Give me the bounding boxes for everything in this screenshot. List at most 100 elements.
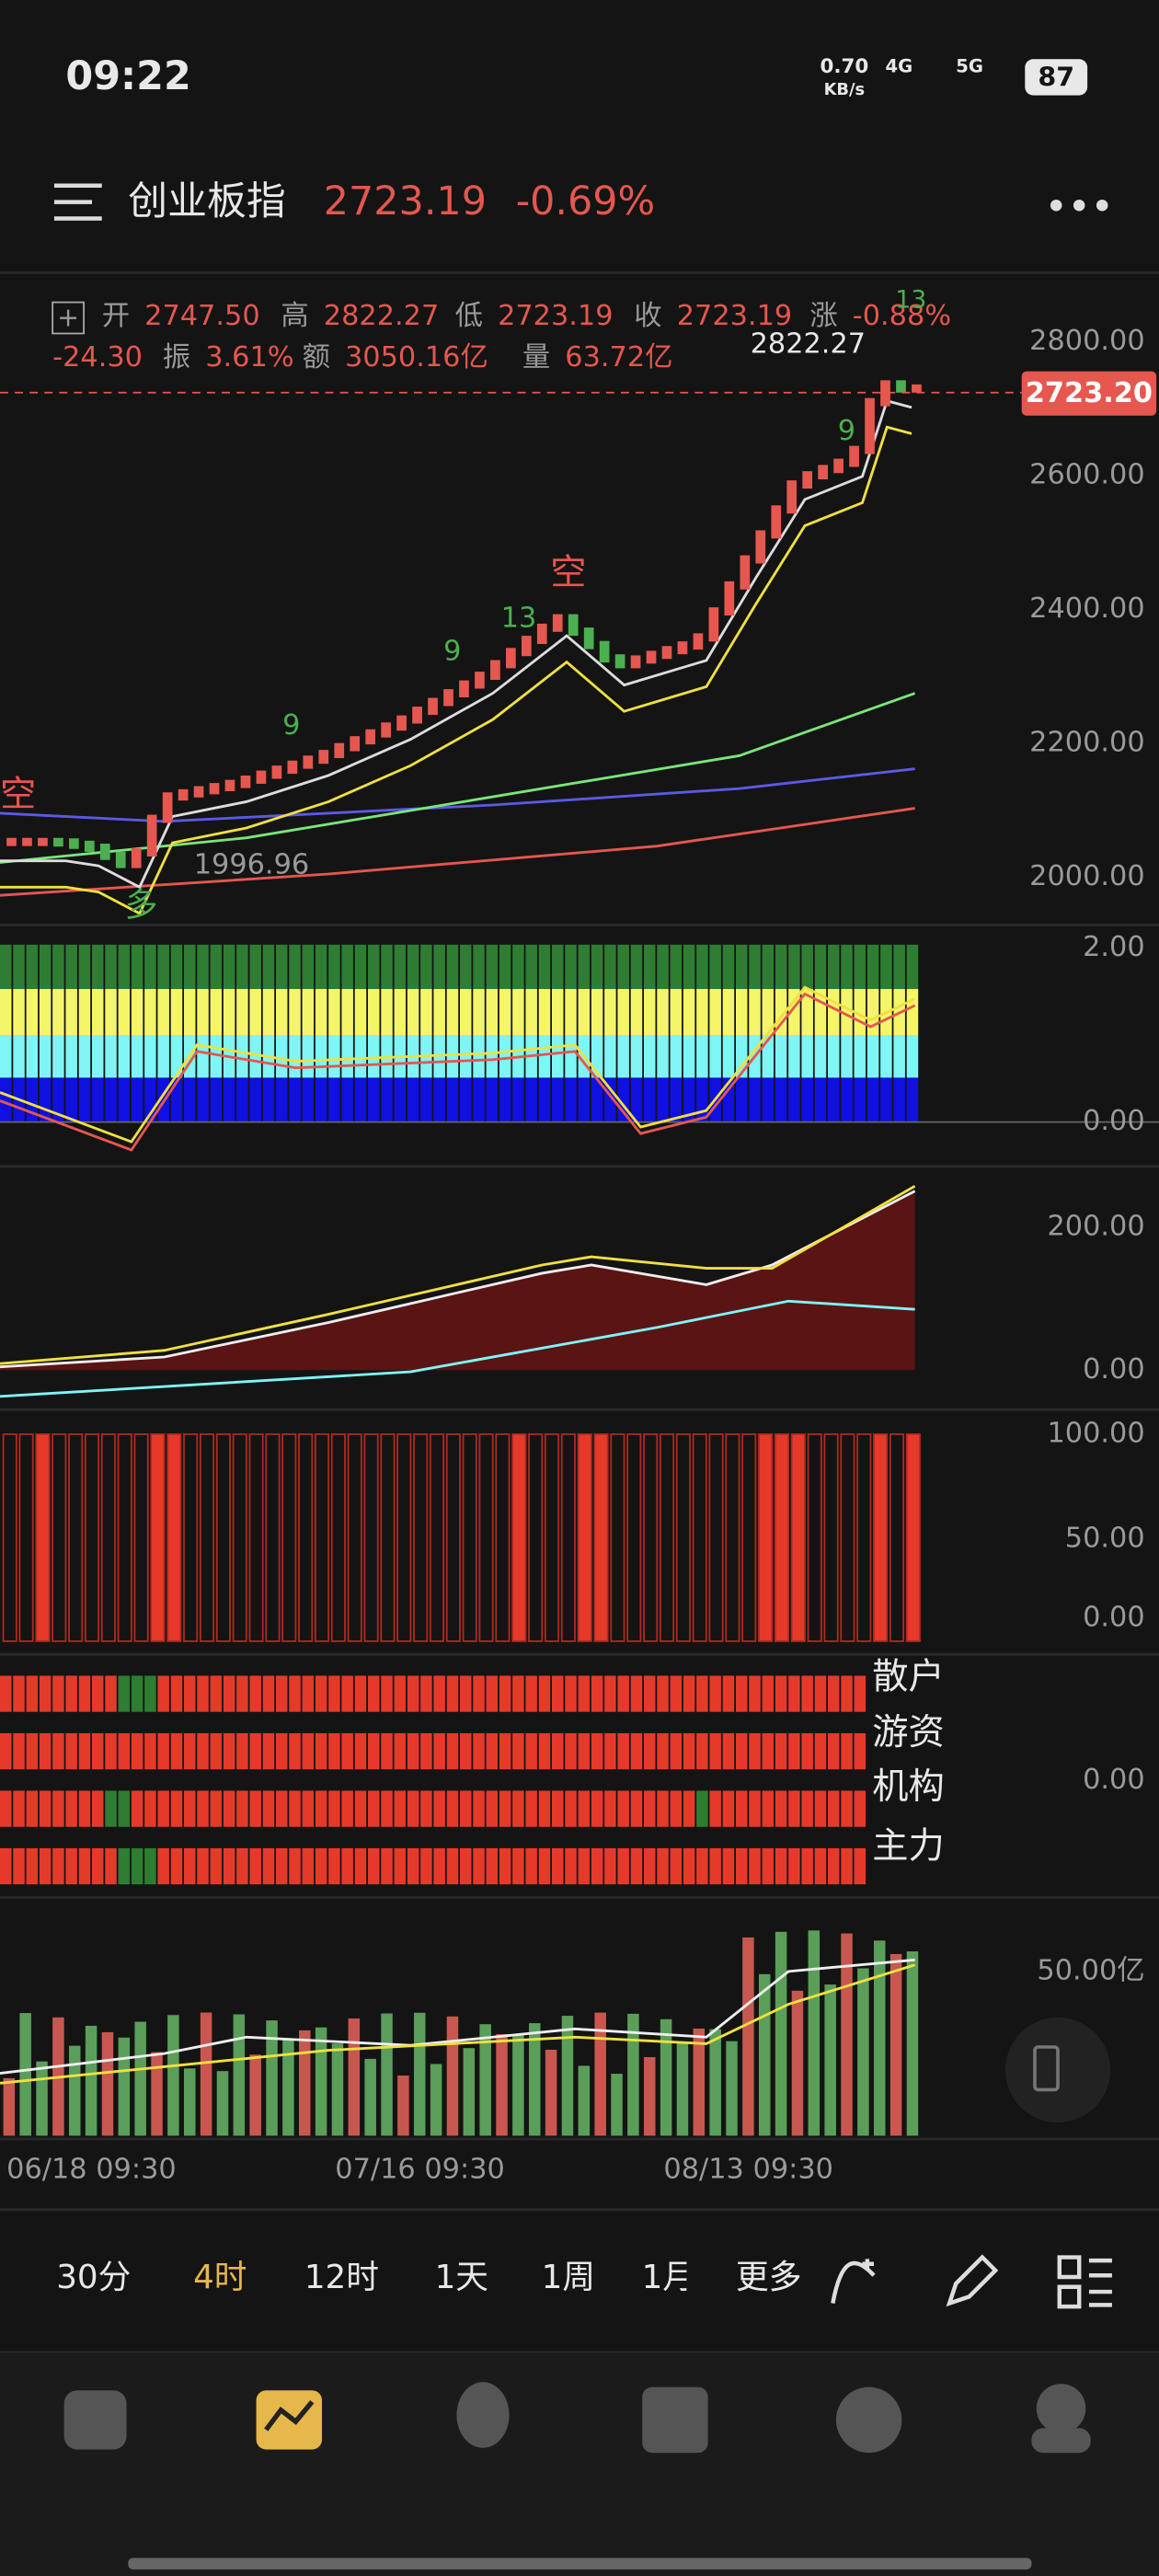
band-cell <box>604 944 616 989</box>
info-value: 2723.19 <box>677 300 792 332</box>
band-cell <box>92 944 104 989</box>
period-tab[interactable]: 12时 <box>304 2259 379 2296</box>
band-cell <box>814 944 827 989</box>
bar <box>841 1732 853 1770</box>
band-cell <box>381 944 393 989</box>
band-cell <box>381 1077 393 1122</box>
candle <box>536 623 547 644</box>
band-cell <box>65 1077 77 1122</box>
bar <box>328 1732 340 1770</box>
more-menu[interactable] <box>1050 199 1108 212</box>
layout-tool[interactable] <box>1057 2255 1112 2309</box>
band-cell <box>578 1077 591 1122</box>
band-cell <box>866 1035 879 1078</box>
bar <box>315 1847 327 1885</box>
y-tick-label: 50.00亿 <box>1037 1954 1144 1986</box>
bar <box>446 1847 459 1885</box>
band-cell <box>223 944 235 989</box>
bar <box>328 1847 340 1885</box>
candle <box>833 458 843 474</box>
period-tab[interactable]: 30分 <box>56 2259 131 2296</box>
band-cell <box>157 989 169 1035</box>
bar <box>512 1675 524 1712</box>
bar <box>473 1675 485 1712</box>
bar <box>696 1732 708 1770</box>
period-tab[interactable]: 更多 <box>736 2259 801 2296</box>
band-cell <box>223 1077 235 1122</box>
info-key: 高 <box>281 300 308 332</box>
band-cell <box>131 1077 143 1122</box>
bar <box>643 1433 659 1642</box>
band-cell <box>170 989 183 1035</box>
bar <box>170 1790 183 1827</box>
candle <box>69 838 79 849</box>
band-cell <box>276 1077 288 1122</box>
bar <box>511 1433 527 1642</box>
bar <box>788 1732 800 1770</box>
bar <box>512 1732 524 1770</box>
band-cell <box>315 1035 327 1078</box>
bar <box>433 1790 445 1827</box>
period-tab[interactable]: 1周 <box>542 2259 595 2296</box>
band-cell <box>644 1077 656 1122</box>
bar <box>354 1732 367 1770</box>
bar <box>709 1732 721 1770</box>
annotation: 空 <box>550 553 586 594</box>
candle <box>880 380 890 407</box>
bar <box>354 1675 367 1712</box>
edit-tool[interactable] <box>946 2254 999 2307</box>
band-cell <box>644 989 656 1035</box>
band-cell <box>512 944 524 989</box>
menu-icon[interactable] <box>53 183 102 221</box>
candle <box>521 636 532 657</box>
band-cell <box>341 989 353 1035</box>
candle <box>365 729 376 745</box>
bar <box>157 1732 169 1770</box>
ma-line <box>0 767 915 823</box>
candle <box>53 837 63 847</box>
band-cell <box>512 1077 524 1122</box>
candle <box>318 750 329 765</box>
band-cell <box>315 989 327 1035</box>
band-cell <box>249 989 261 1035</box>
bar <box>197 1790 209 1827</box>
band-cell <box>630 1035 643 1078</box>
bar <box>197 1847 209 1885</box>
bar <box>775 1675 787 1712</box>
vol-bar <box>759 1973 771 2136</box>
period-tab[interactable]: 1月 <box>642 2259 695 2296</box>
band-cell <box>604 1077 616 1122</box>
period-tab[interactable]: 4时 <box>193 2259 247 2296</box>
bar <box>13 1732 25 1770</box>
band-cell <box>13 989 25 1035</box>
bar <box>92 1790 104 1827</box>
band-cell <box>866 944 879 989</box>
vol-bar <box>101 2031 114 2136</box>
band-cell <box>565 1035 577 1078</box>
band-cell <box>473 1035 485 1078</box>
bar <box>560 1433 576 1642</box>
bar <box>394 1675 407 1712</box>
band-cell <box>315 1077 327 1122</box>
draw-tool[interactable] <box>831 2259 876 2304</box>
info-value: 3050.16亿 <box>345 341 488 374</box>
bar <box>626 1433 642 1642</box>
period-tab[interactable]: 1天 <box>435 2259 488 2296</box>
band-cell <box>460 989 472 1035</box>
band-cell <box>906 944 919 989</box>
expand-icon[interactable] <box>52 301 85 335</box>
nav-icons <box>63 2382 1091 2454</box>
bar <box>565 1675 577 1712</box>
band-cell <box>368 1077 380 1122</box>
vol-bar <box>134 2021 146 2136</box>
bar <box>215 1433 231 1642</box>
period-tab[interactable]: 更多 <box>736 2259 801 2296</box>
price-tag-bg <box>1021 371 1157 416</box>
bar <box>749 1790 761 1827</box>
vol-bar <box>496 2034 508 2136</box>
bar <box>433 1675 445 1712</box>
bar <box>675 1433 691 1642</box>
candle <box>614 654 625 669</box>
candle <box>396 715 407 731</box>
bar <box>39 1790 52 1827</box>
